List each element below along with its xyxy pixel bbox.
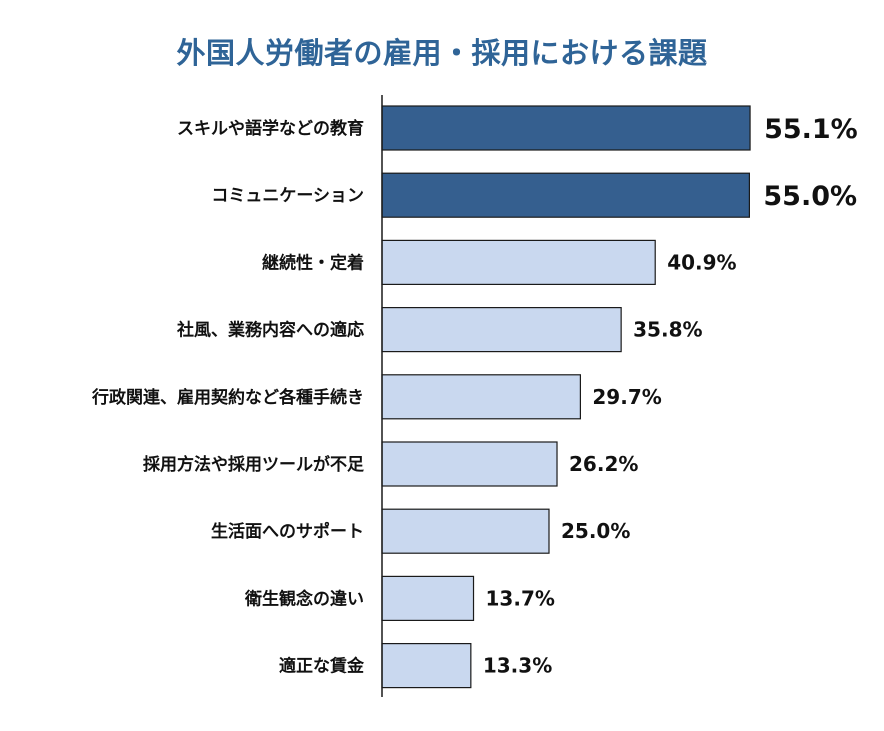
category-label-3: 社風、業務内容への適応 bbox=[176, 320, 364, 341]
bar-3 bbox=[381, 307, 622, 353]
labels-layer: スキルや語学などの教育 55.1% コミュニケーション 55.0% 継続性・定着 40.9… bbox=[91, 114, 858, 678]
category-label-2: 継続性・定着 bbox=[262, 252, 364, 273]
value-label-6: 25.0% bbox=[561, 519, 630, 543]
category-label-5: 採用方法や採用ツールが不足 bbox=[143, 454, 364, 475]
category-label-6: 生活面へのサポート bbox=[211, 521, 364, 542]
value-label-3: 35.8% bbox=[633, 318, 702, 342]
bar-7 bbox=[381, 575, 475, 622]
bar-1 bbox=[381, 172, 750, 218]
value-label-1: 55.0% bbox=[763, 181, 857, 212]
category-label-4: 行政関連、雇用契約など各種手続き bbox=[91, 387, 364, 408]
value-label-4: 29.7% bbox=[592, 385, 661, 409]
value-label-2: 40.9% bbox=[667, 250, 736, 274]
bar-0 bbox=[381, 105, 751, 151]
category-label-1: コミュニケーション bbox=[211, 186, 364, 206]
bar-4 bbox=[381, 374, 581, 420]
chart-title: 外国人労働者の雇用・採用における課題 bbox=[176, 36, 708, 70]
value-label-8: 13.3% bbox=[483, 654, 552, 678]
bar-5 bbox=[381, 441, 558, 487]
category-label-7: 衛生観念の違い bbox=[244, 588, 364, 609]
value-label-5: 26.2% bbox=[569, 452, 638, 476]
bar-6 bbox=[381, 508, 550, 554]
category-label-8: 適正な賃金 bbox=[279, 656, 365, 677]
bars-layer bbox=[381, 105, 751, 689]
category-label-0: スキルや語学などの教育 bbox=[177, 118, 364, 139]
bar-2 bbox=[381, 239, 656, 285]
value-label-7: 13.7% bbox=[486, 586, 555, 610]
value-label-0: 55.1% bbox=[764, 114, 858, 145]
bar-8 bbox=[381, 642, 472, 689]
